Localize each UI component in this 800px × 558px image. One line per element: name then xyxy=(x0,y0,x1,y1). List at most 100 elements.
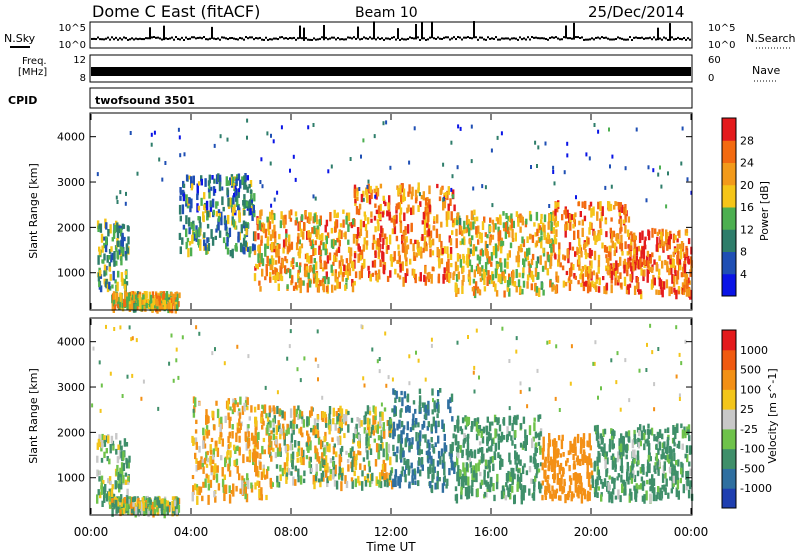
data-cell xyxy=(111,285,113,289)
data-cell xyxy=(245,185,247,190)
data-cell xyxy=(665,204,667,208)
data-cell xyxy=(339,240,341,246)
data-cell xyxy=(262,184,264,188)
data-cell xyxy=(348,213,350,222)
data-cell xyxy=(125,254,127,261)
noise-sample xyxy=(509,38,511,40)
data-cell xyxy=(206,237,208,243)
data-cell xyxy=(351,477,353,481)
data-cell xyxy=(237,428,239,434)
data-cell xyxy=(448,273,450,281)
data-cell xyxy=(590,445,592,450)
noise-sample xyxy=(573,23,575,40)
data-cell xyxy=(665,455,667,460)
data-cell xyxy=(326,236,328,244)
data-cell xyxy=(451,416,453,421)
noise-sample xyxy=(209,38,211,40)
data-cell xyxy=(497,217,499,224)
noise-strip-frame xyxy=(90,22,692,48)
data-cell xyxy=(125,192,127,196)
data-cell xyxy=(387,202,389,209)
data-cell xyxy=(532,275,534,282)
y-tick-label: 3000 xyxy=(57,381,85,394)
data-cell xyxy=(130,131,132,135)
data-cell xyxy=(577,202,579,206)
noise-sample xyxy=(375,38,377,40)
data-cell xyxy=(397,476,399,485)
data-cell xyxy=(668,286,670,296)
data-cell xyxy=(383,422,385,431)
data-cell xyxy=(326,220,328,227)
data-cell xyxy=(645,368,647,372)
data-cell xyxy=(628,216,630,222)
noise-sample xyxy=(541,37,543,39)
data-cell xyxy=(431,344,433,348)
data-cell xyxy=(290,471,292,476)
data-cell xyxy=(198,227,200,237)
data-cell xyxy=(143,501,145,511)
noise-sample xyxy=(393,36,395,38)
data-cell xyxy=(220,455,222,460)
data-cell xyxy=(358,435,360,441)
data-cell xyxy=(98,281,100,288)
data-cell xyxy=(560,262,562,267)
data-cell xyxy=(447,259,449,264)
data-cell xyxy=(673,438,675,444)
data-cell xyxy=(608,251,610,257)
data-cell xyxy=(195,230,197,239)
data-cell xyxy=(516,269,518,278)
data-cell xyxy=(634,434,636,442)
noise-sample xyxy=(623,39,625,41)
data-cell xyxy=(584,265,586,270)
data-cell xyxy=(633,459,635,464)
noise-sample xyxy=(99,38,101,40)
noise-sample xyxy=(113,38,115,40)
data-cell xyxy=(405,438,407,447)
noise-sample xyxy=(215,38,217,40)
data-cell xyxy=(192,492,194,502)
data-cell xyxy=(568,465,570,471)
data-cell xyxy=(584,242,586,248)
power-cells xyxy=(97,119,693,314)
data-cell xyxy=(549,340,551,344)
data-cell xyxy=(366,240,368,245)
data-cell xyxy=(533,222,535,226)
data-cell xyxy=(233,204,235,212)
data-cell xyxy=(209,456,211,465)
data-cell xyxy=(299,253,301,258)
data-cell xyxy=(404,391,406,398)
data-cell xyxy=(302,231,304,239)
data-cell xyxy=(219,231,221,238)
data-cell xyxy=(220,432,222,437)
noise-sample xyxy=(403,38,405,40)
data-cell xyxy=(223,237,225,243)
data-cell xyxy=(336,250,338,256)
data-cell xyxy=(212,199,214,208)
data-cell xyxy=(573,218,575,223)
data-cell xyxy=(237,232,239,242)
data-cell xyxy=(483,277,485,285)
data-cell xyxy=(385,384,387,388)
data-cell xyxy=(506,476,508,483)
noise-sample xyxy=(583,39,585,41)
data-cell xyxy=(321,396,323,400)
colorbar-tick-label: 28 xyxy=(740,134,754,147)
noise-sample xyxy=(381,37,383,39)
data-cell xyxy=(376,443,378,452)
data-cell xyxy=(578,255,580,265)
data-cell xyxy=(648,463,650,473)
data-cell xyxy=(404,226,406,230)
data-cell xyxy=(471,451,473,458)
y-tick-label: 1000 xyxy=(57,472,85,485)
data-cell xyxy=(507,488,509,497)
data-cell xyxy=(654,228,656,234)
noise-sample xyxy=(489,38,491,40)
data-cell xyxy=(329,212,331,221)
data-cell xyxy=(537,369,539,373)
data-cell xyxy=(575,195,577,199)
data-cell xyxy=(386,479,388,488)
data-cell xyxy=(117,456,119,463)
data-cell xyxy=(270,234,272,241)
data-cell xyxy=(438,451,440,459)
data-cell xyxy=(127,375,129,379)
